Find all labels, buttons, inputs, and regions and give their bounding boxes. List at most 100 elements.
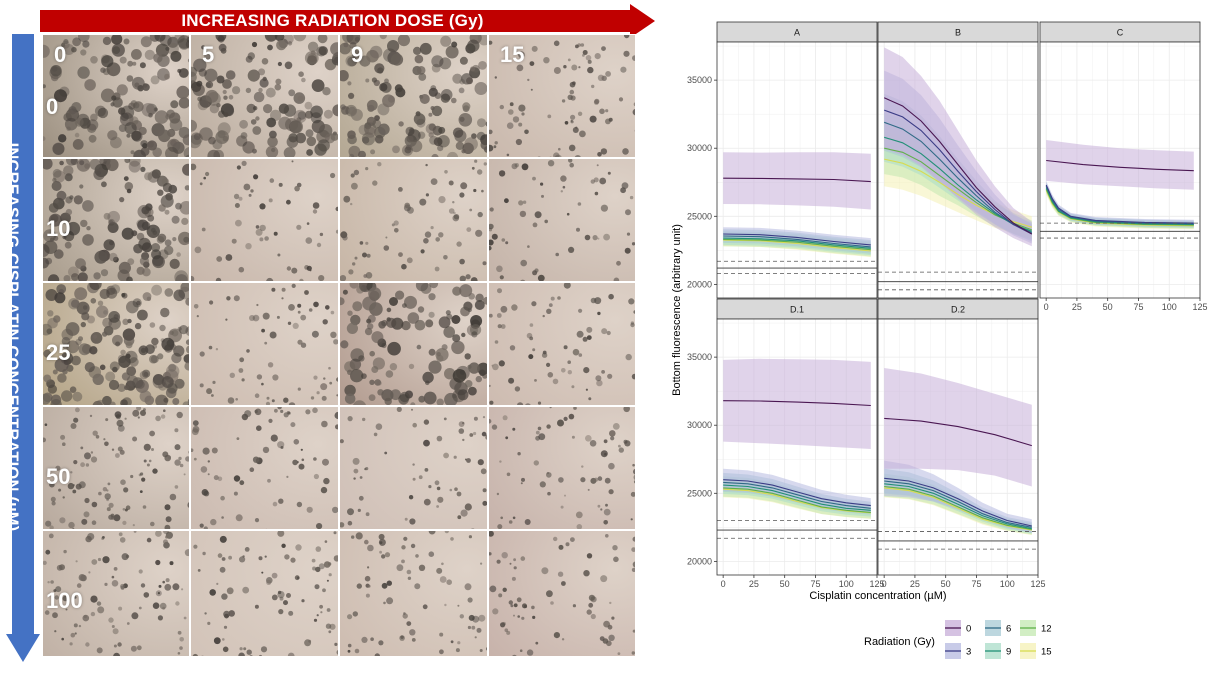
micrograph-image [340, 159, 487, 281]
series-line [1045, 186, 1194, 225]
cisplatin-concentration-arrow-label: INCREASING CISPLATIN CONCENTRATION (µM) [3, 142, 22, 532]
facet-strip-label: C [1117, 28, 1124, 38]
x-tick-label: 25 [749, 579, 759, 589]
micrograph-image [489, 407, 635, 529]
series-line [723, 238, 871, 251]
x-tick-label: 100 [1000, 579, 1015, 589]
x-tick-label: 75 [810, 579, 820, 589]
micrograph-cell [42, 34, 190, 158]
micrograph-cell [339, 530, 488, 657]
series-line [723, 487, 871, 513]
micrograph-image [340, 531, 487, 656]
series-line [723, 237, 871, 249]
micrograph-cell [190, 158, 339, 282]
facet-strip-label: A [794, 28, 800, 38]
cisplatin-concentration-label: 25 [46, 340, 71, 365]
x-tick-label: 50 [941, 579, 951, 589]
micrograph-image [489, 531, 635, 656]
legend-label: 6 [1006, 624, 1011, 635]
series-line [723, 235, 871, 248]
series-line [1045, 190, 1194, 227]
series-line [723, 400, 871, 407]
facet-strip-label: B [955, 28, 961, 38]
micrograph-grid: 0 0 5 9 15 10 25 50 100 [42, 34, 636, 657]
micrograph-image [340, 35, 487, 157]
x-tick-label: 25 [1072, 302, 1082, 312]
x-tick-label: 125 [1192, 302, 1207, 312]
y-tick-label: 35000 [687, 352, 712, 362]
series-line [723, 177, 871, 183]
confidence-band [884, 47, 1032, 247]
micrograph-cell [339, 158, 488, 282]
legend-label: 0 [966, 624, 971, 635]
facet-strip-label: D.2 [951, 305, 965, 315]
micrograph-cell [190, 34, 339, 158]
x-tick-label: 75 [1133, 302, 1143, 312]
legend-label: 15 [1041, 647, 1052, 658]
legend: Radiation (Gy) 0 3 6 9 12 15 [864, 620, 1052, 659]
radiation-dose-label: 0 [54, 42, 67, 67]
y-tick-label: 25000 [687, 211, 712, 221]
micrograph-cell [42, 406, 190, 530]
micrograph-image [191, 531, 338, 656]
cisplatin-concentration-label: 50 [46, 464, 71, 489]
micrograph-image [489, 283, 635, 405]
micrograph-image [191, 159, 338, 281]
series-line [1045, 187, 1194, 226]
micrograph-image [43, 159, 189, 281]
confidence-band [884, 368, 1032, 487]
y-axis-title: Bottom fluorescence (arbitrary unit) [671, 224, 683, 396]
micrograph-cell [339, 406, 488, 530]
series-line [883, 97, 1033, 235]
legend-label: 9 [1006, 647, 1011, 658]
micrograph-image [191, 283, 338, 405]
micrograph-image [43, 407, 189, 529]
series-line [884, 487, 1032, 531]
panel-border [716, 41, 878, 299]
series-line [884, 477, 1032, 527]
micrograph-cell [339, 282, 488, 406]
facet-panel: C 0 25 50 75 100 125 [1039, 21, 1208, 312]
radiation-dose-label: 9 [351, 42, 364, 67]
micrograph-cell [190, 406, 339, 530]
panel-border [716, 318, 878, 576]
micrograph-image [43, 35, 189, 157]
micrograph-image [489, 35, 635, 157]
series-line [723, 239, 871, 252]
series-line [884, 485, 1032, 530]
radiation-dose-label: 5 [202, 42, 215, 67]
x-tick-label: 0 [721, 579, 726, 589]
legend-title: Radiation (Gy) [864, 636, 935, 648]
x-tick-label: 0 [1044, 302, 1049, 312]
x-tick-label: 125 [869, 579, 884, 589]
legend-label: 3 [966, 647, 971, 658]
micrograph-image [489, 159, 635, 281]
micrograph-image [43, 283, 189, 405]
series-line [884, 483, 1032, 530]
confidence-band [723, 468, 871, 513]
radiation-dose-label: 15 [500, 42, 525, 67]
radiation-dose-arrow [40, 4, 655, 38]
micrograph-cell [488, 34, 636, 158]
micrograph-cell [42, 282, 190, 406]
facet-panel: D.1 20000 25000 30000 35000 0 25 50 75 100 125 [687, 298, 885, 589]
panel-border [877, 41, 1039, 299]
series-line [1046, 159, 1194, 172]
micrograph-cell [488, 158, 636, 282]
y-tick-label: 25000 [687, 488, 712, 498]
series-line [723, 481, 871, 509]
micrograph-image [191, 407, 338, 529]
confidence-band [723, 358, 871, 449]
x-tick-label: 25 [910, 579, 920, 589]
micrograph-cell [488, 530, 636, 657]
micrograph-image [340, 407, 487, 529]
y-tick-label: 35000 [687, 75, 712, 85]
x-tick-label: 125 [1030, 579, 1045, 589]
series-line [723, 233, 871, 246]
micrograph-cell [42, 158, 190, 282]
series-line [1045, 184, 1194, 224]
micrograph-image [340, 283, 487, 405]
legend-label: 12 [1041, 624, 1052, 635]
x-tick-label: 100 [839, 579, 854, 589]
